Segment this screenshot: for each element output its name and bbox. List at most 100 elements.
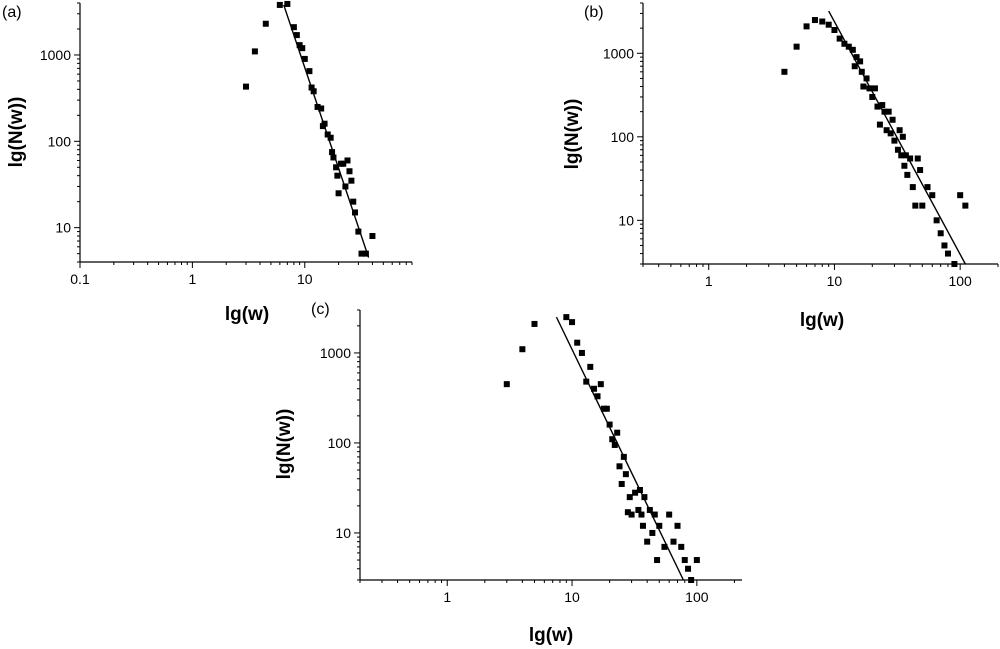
x-tick-label: 1	[443, 589, 451, 605]
data-point	[606, 421, 613, 428]
data-point	[587, 363, 594, 370]
data-point	[919, 202, 926, 209]
data-point	[301, 55, 308, 62]
data-point	[944, 250, 951, 257]
data-point	[693, 557, 700, 564]
data-point	[638, 511, 645, 518]
data-point	[871, 85, 878, 92]
y-tick-label: 1000	[603, 45, 634, 61]
data-point	[858, 68, 865, 75]
y-axis-label: lg(N(w))	[274, 409, 295, 480]
x-axis-label: lg(w)	[225, 304, 269, 325]
x-tick-label: 100	[685, 589, 709, 605]
data-point	[624, 509, 631, 516]
data-point	[597, 381, 604, 388]
data-point	[310, 88, 317, 95]
data-point	[666, 511, 673, 518]
data-point	[330, 154, 337, 161]
data-point	[632, 489, 639, 496]
y-tick-label: 1000	[320, 345, 351, 361]
data-point	[894, 146, 901, 153]
data-point	[519, 346, 526, 353]
y-axis-label: lg(N(w))	[562, 99, 583, 170]
data-point	[819, 18, 826, 25]
data-point	[901, 162, 908, 169]
data-point	[811, 17, 818, 24]
data-point	[342, 183, 349, 190]
data-point	[531, 320, 538, 327]
data-point	[262, 20, 269, 27]
x-axis-label: lg(w)	[800, 310, 844, 331]
data-point	[937, 230, 944, 237]
data-point	[907, 155, 914, 162]
data-point	[299, 45, 306, 52]
data-point	[290, 24, 297, 31]
y-tick-label: 10	[618, 212, 634, 228]
data-point	[957, 192, 964, 199]
data-point	[636, 487, 643, 493]
data-point	[670, 538, 677, 545]
data-point	[853, 54, 860, 61]
data-point	[654, 557, 661, 564]
data-point	[618, 480, 625, 487]
data-point	[321, 120, 328, 127]
data-point	[362, 250, 369, 257]
x-tick-label: 1	[705, 273, 713, 289]
data-point	[649, 529, 656, 536]
y-tick-label: 1000	[40, 47, 71, 63]
data-point	[924, 184, 931, 191]
data-point	[917, 167, 924, 174]
data-point	[591, 385, 598, 392]
x-axis-label: lg(w)	[529, 625, 573, 646]
x-tick-label: 100	[948, 273, 972, 289]
data-point	[933, 217, 940, 224]
chart-panel-1: 0.1 1 10 10 100 1000 lg(w) lg(N(w)) (a)	[2, 0, 413, 325]
data-point	[327, 134, 334, 141]
data-point	[574, 339, 581, 346]
y-tick-label: 10	[55, 220, 71, 236]
data-point	[898, 152, 905, 159]
data-point	[803, 23, 810, 30]
data-point	[781, 68, 788, 75]
data-point	[851, 63, 858, 70]
panel-label: (c)	[311, 301, 330, 318]
x-tick-label: 10	[827, 273, 843, 289]
data-point	[841, 40, 848, 47]
data-point	[284, 0, 291, 7]
data-point	[635, 506, 642, 513]
chart-panel-2: 1 10 100 10 100 1000 lg(w) lg(N(w)) (b)	[562, 2, 999, 331]
data-point	[688, 577, 695, 583]
data-point	[914, 155, 921, 162]
data-point	[346, 168, 353, 175]
data-point	[685, 565, 692, 572]
data-point	[651, 511, 658, 518]
data-point	[879, 102, 886, 109]
data-point	[578, 349, 585, 356]
data-point	[306, 68, 313, 75]
x-tick-label: 0.1	[70, 271, 90, 287]
y-tick-label: 10	[335, 525, 351, 541]
data-point	[912, 202, 919, 209]
data-point	[860, 83, 867, 90]
fit-line	[828, 10, 966, 265]
data-point	[348, 177, 355, 184]
data-point	[876, 121, 883, 128]
data-point	[352, 209, 359, 216]
data-point	[276, 1, 283, 8]
fit-line	[555, 316, 685, 581]
data-point	[603, 405, 610, 412]
data-point	[620, 453, 627, 460]
data-point	[881, 108, 888, 115]
data-point	[334, 172, 341, 179]
data-point	[344, 157, 351, 164]
data-point	[340, 160, 347, 167]
data-point	[863, 75, 870, 82]
y-tick-label: 100	[611, 129, 635, 145]
data-point	[324, 131, 331, 138]
data-point	[609, 436, 616, 443]
data-point	[951, 261, 958, 267]
data-point	[889, 116, 896, 123]
data-point	[350, 198, 357, 205]
data-point	[358, 250, 365, 257]
